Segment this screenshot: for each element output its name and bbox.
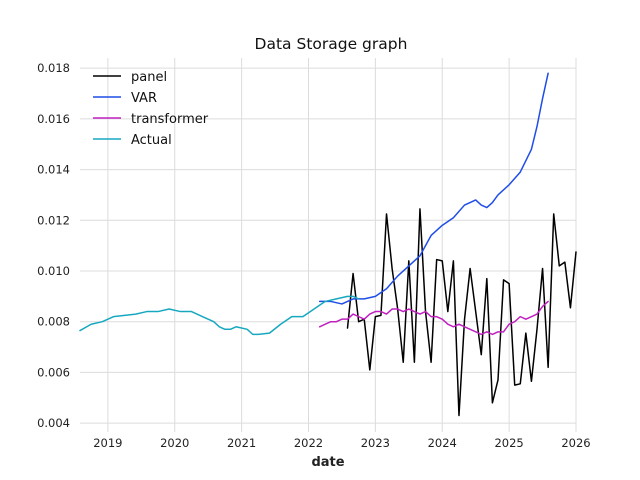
series-line-panel bbox=[346, 208, 577, 417]
legend-label: transformer bbox=[131, 112, 209, 127]
tick-labels: 0.004 0.006 0.008 0.010 0.012 0.014 0.016 0.018… bbox=[37, 61, 591, 450]
series-line-transformer bbox=[318, 300, 549, 336]
y-tick-label: 0.006 bbox=[37, 365, 70, 379]
x-tick-label: 2025 bbox=[494, 436, 523, 450]
legend: panel VAR transformer Actual bbox=[93, 70, 209, 148]
grid-lines bbox=[80, 58, 577, 432]
y-tick-label: 0.014 bbox=[37, 163, 70, 177]
x-axis-title: date bbox=[311, 455, 344, 470]
x-tick-label: 2021 bbox=[227, 436, 256, 450]
series-lines bbox=[79, 72, 577, 417]
chart-title: Data Storage graph bbox=[255, 35, 408, 53]
y-tick-label: 0.018 bbox=[37, 61, 70, 75]
x-tick-label: 2024 bbox=[428, 436, 457, 450]
x-tick-label: 2026 bbox=[561, 436, 590, 450]
y-tick-label: 0.012 bbox=[37, 213, 70, 227]
x-tick-label: 2020 bbox=[160, 436, 189, 450]
x-tick-label: 2019 bbox=[93, 436, 122, 450]
x-tick-label: 2023 bbox=[361, 436, 390, 450]
series-line-var bbox=[318, 72, 549, 305]
legend-label: VAR bbox=[131, 91, 157, 106]
y-tick-label: 0.004 bbox=[37, 416, 70, 430]
y-tick-label: 0.008 bbox=[37, 315, 70, 329]
series-line-actual bbox=[79, 295, 360, 336]
x-tick-label: 2022 bbox=[294, 436, 323, 450]
legend-label: Actual bbox=[131, 133, 172, 148]
legend-label: panel bbox=[131, 70, 167, 85]
y-tick-label: 0.010 bbox=[37, 264, 70, 278]
y-tick-label: 0.016 bbox=[37, 112, 70, 126]
